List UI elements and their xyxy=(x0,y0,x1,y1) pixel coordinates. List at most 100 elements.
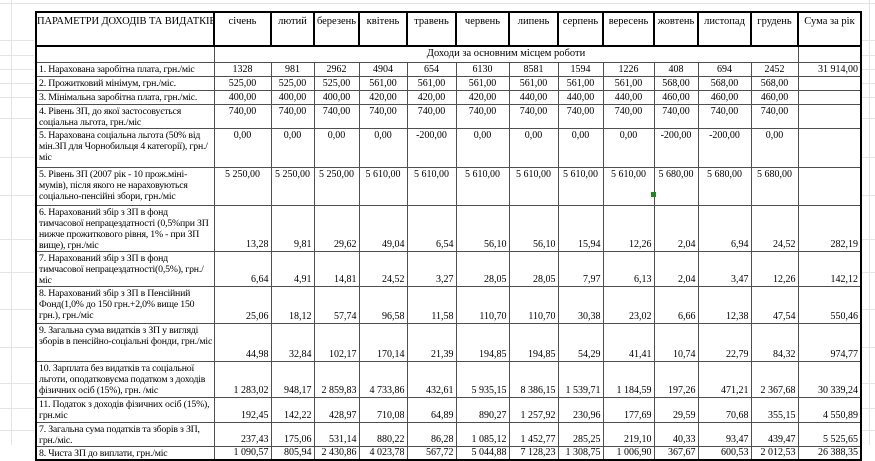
value-cell[interactable]: 740,00 xyxy=(406,104,457,129)
value-cell[interactable]: 1 308,75 xyxy=(557,446,604,461)
value-cell[interactable]: 177,69 xyxy=(602,397,655,423)
value-cell[interactable]: 102,17 xyxy=(313,323,360,362)
value-cell[interactable]: 367,67 xyxy=(653,446,699,461)
value-cell[interactable]: 531,14 xyxy=(313,422,360,447)
value-cell[interactable]: 1226 xyxy=(602,62,655,77)
value-cell[interactable]: 4 733,86 xyxy=(358,361,408,398)
row-label[interactable]: 8. Нарахований збір з ЗП в Пенсійний Фон… xyxy=(35,286,215,324)
value-cell[interactable]: 0,00 xyxy=(750,128,799,168)
value-cell[interactable]: 9,81 xyxy=(270,205,315,252)
section-header[interactable]: Доходи за основним місцем роботи xyxy=(213,45,799,63)
value-cell[interactable]: 471,21 xyxy=(697,361,752,398)
value-cell[interactable]: 2 367,68 xyxy=(750,361,799,398)
value-cell[interactable]: 1 257,92 xyxy=(508,397,559,423)
value-cell[interactable]: 2452 xyxy=(750,62,799,77)
year-sum-cell[interactable]: 30 339,24 xyxy=(797,361,862,398)
value-cell[interactable]: 285,25 xyxy=(557,422,604,447)
row-label[interactable]: 5. Нарахована соціальна льгота (50% від … xyxy=(35,128,215,168)
value-cell[interactable]: 0,00 xyxy=(557,128,604,168)
value-cell[interactable]: 740,00 xyxy=(557,104,604,129)
month-header-jan[interactable]: січень xyxy=(213,11,272,47)
value-cell[interactable]: 64,89 xyxy=(406,397,457,423)
value-cell[interactable]: 30,38 xyxy=(557,286,604,324)
value-cell[interactable]: 400,00 xyxy=(213,90,272,105)
value-cell[interactable]: 890,27 xyxy=(455,397,510,423)
value-cell[interactable]: 6,54 xyxy=(406,205,457,252)
value-cell[interactable]: 1 539,71 xyxy=(557,361,604,398)
value-cell[interactable]: 6,13 xyxy=(602,251,655,287)
value-cell[interactable]: 740,00 xyxy=(602,104,655,129)
value-cell[interactable]: 440,00 xyxy=(602,90,655,105)
value-cell[interactable]: 981 xyxy=(270,62,315,77)
year-sum-cell[interactable] xyxy=(797,128,862,168)
value-cell[interactable]: 561,00 xyxy=(602,76,655,91)
value-cell[interactable]: 11,58 xyxy=(406,286,457,324)
value-cell[interactable]: 25,06 xyxy=(213,286,272,324)
value-cell[interactable]: 1 283,02 xyxy=(213,361,272,398)
value-cell[interactable]: 194,85 xyxy=(455,323,510,362)
year-sum-cell[interactable] xyxy=(797,90,862,105)
value-cell[interactable]: 57,74 xyxy=(313,286,360,324)
value-cell[interactable]: 0,00 xyxy=(213,128,272,168)
value-cell[interactable]: 1 085,12 xyxy=(455,422,510,447)
value-cell[interactable]: 355,15 xyxy=(750,397,799,423)
row-label[interactable]: 11. Податок з доходів фізичних осіб (15%… xyxy=(35,397,215,423)
value-cell[interactable]: 6,64 xyxy=(213,251,272,287)
value-cell[interactable]: 96,58 xyxy=(358,286,408,324)
value-cell[interactable]: 6,66 xyxy=(653,286,699,324)
value-cell[interactable]: 4 023,78 xyxy=(358,446,408,461)
value-cell[interactable]: -200,00 xyxy=(653,128,699,168)
value-cell[interactable]: 568,00 xyxy=(653,76,699,91)
row-label[interactable]: 2. Прожитковий мінімум, грн./міс. xyxy=(35,76,215,91)
value-cell[interactable]: 7,97 xyxy=(557,251,604,287)
value-cell[interactable]: 740,00 xyxy=(213,104,272,129)
row-label[interactable]: 8. Чиста ЗП до виплати, грн./міс xyxy=(35,446,215,461)
value-cell[interactable]: 0,00 xyxy=(455,128,510,168)
value-cell[interactable]: 12,38 xyxy=(697,286,752,324)
value-cell[interactable]: 525,00 xyxy=(270,76,315,91)
value-cell[interactable]: 439,47 xyxy=(750,422,799,447)
value-cell[interactable]: 47,54 xyxy=(750,286,799,324)
value-cell[interactable]: 1594 xyxy=(557,62,604,77)
value-cell[interactable]: 5 250,00 xyxy=(213,167,272,206)
value-cell[interactable]: 2962 xyxy=(313,62,360,77)
value-cell[interactable]: 440,00 xyxy=(557,90,604,105)
value-cell[interactable]: 7 128,23 xyxy=(508,446,559,461)
value-cell[interactable]: 420,00 xyxy=(358,90,408,105)
value-cell[interactable]: 230,96 xyxy=(557,397,604,423)
value-cell[interactable]: 86,28 xyxy=(406,422,457,447)
value-cell[interactable]: 22,79 xyxy=(697,323,752,362)
value-cell[interactable]: 41,41 xyxy=(602,323,655,362)
corner-header[interactable]: ПАРАМЕТРИ ДОХОДІВ ТА ВИДАТКІВ xyxy=(35,11,215,47)
value-cell[interactable]: 408 xyxy=(653,62,699,77)
value-cell[interactable]: 93,47 xyxy=(697,422,752,447)
value-cell[interactable]: 14,81 xyxy=(313,251,360,287)
value-cell[interactable]: 5 250,00 xyxy=(270,167,315,206)
value-cell[interactable]: 5 610,00 xyxy=(508,167,559,206)
value-cell[interactable]: 432,61 xyxy=(406,361,457,398)
value-cell[interactable]: 6130 xyxy=(455,62,510,77)
value-cell[interactable]: 694 xyxy=(697,62,752,77)
value-cell[interactable]: 142,22 xyxy=(270,397,315,423)
value-cell[interactable]: 710,08 xyxy=(358,397,408,423)
month-header-oct[interactable]: жовтень xyxy=(653,11,699,47)
value-cell[interactable]: 740,00 xyxy=(358,104,408,129)
value-cell[interactable]: 880,22 xyxy=(358,422,408,447)
value-cell[interactable]: 400,00 xyxy=(270,90,315,105)
value-cell[interactable]: 0,00 xyxy=(270,128,315,168)
value-cell[interactable]: 420,00 xyxy=(455,90,510,105)
value-cell[interactable]: 567,72 xyxy=(406,446,457,461)
value-cell[interactable]: 2 430,86 xyxy=(313,446,360,461)
year-sum-cell[interactable] xyxy=(797,104,862,129)
value-cell[interactable]: 40,33 xyxy=(653,422,699,447)
value-cell[interactable]: 23,02 xyxy=(602,286,655,324)
year-sum-cell[interactable]: 31 914,00 xyxy=(797,62,862,77)
value-cell[interactable]: 600,53 xyxy=(697,446,752,461)
value-cell[interactable]: 5 610,00 xyxy=(602,167,655,206)
empty-cell[interactable] xyxy=(797,45,862,63)
value-cell[interactable]: 1 184,59 xyxy=(602,361,655,398)
value-cell[interactable]: 197,26 xyxy=(653,361,699,398)
value-cell[interactable]: 561,00 xyxy=(358,76,408,91)
value-cell[interactable]: 24,52 xyxy=(358,251,408,287)
value-cell[interactable]: 192,45 xyxy=(213,397,272,423)
